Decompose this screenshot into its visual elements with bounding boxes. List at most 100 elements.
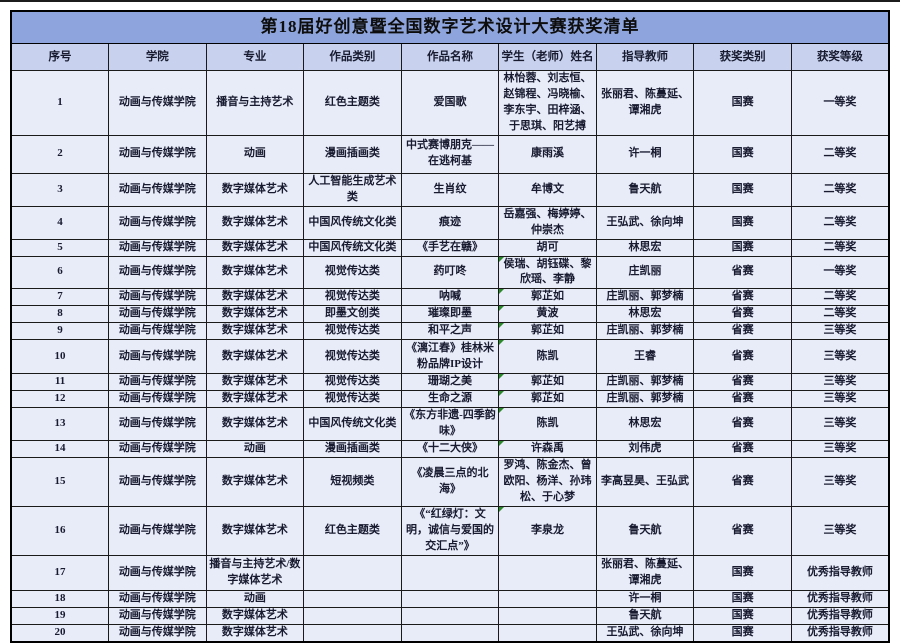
cell-college[interactable]: 动画与传媒学院 xyxy=(108,623,207,643)
cell-award-type[interactable]: 国赛 xyxy=(693,623,792,643)
cell-award-level[interactable]: 一等奖 xyxy=(790,70,890,136)
cell-work-category[interactable]: 人工智能生成艺术类 xyxy=(303,172,402,207)
cell-major[interactable]: 数字媒体艺术 xyxy=(205,606,305,625)
cell-no[interactable]: 16 xyxy=(10,506,110,556)
cell-award-level[interactable]: 三等奖 xyxy=(790,390,890,409)
cell-award-level[interactable]: 三等奖 xyxy=(790,440,890,459)
cell-college[interactable]: 动画与传媒学院 xyxy=(108,373,207,392)
cell-work-category[interactable]: 视觉传达类 xyxy=(303,288,402,307)
column-header-work-name[interactable]: 作品名称 xyxy=(400,43,500,71)
cell-major[interactable]: 数字媒体艺术 xyxy=(205,373,305,392)
cell-major[interactable]: 动画 xyxy=(205,134,305,174)
cell-students[interactable]: 李泉龙 xyxy=(498,506,597,556)
cell-advisors[interactable]: 庄凯丽 xyxy=(595,255,695,290)
cell-major[interactable]: 数字媒体艺术 xyxy=(205,238,305,257)
cell-major[interactable]: 数字媒体艺术 xyxy=(205,390,305,409)
cell-no[interactable]: 9 xyxy=(10,322,110,341)
column-header-work-category[interactable]: 作品类别 xyxy=(303,43,402,71)
cell-award-level[interactable]: 优秀指导教师 xyxy=(790,589,890,608)
cell-college[interactable]: 动画与传媒学院 xyxy=(108,440,207,459)
cell-advisors[interactable]: 庄凯丽、郭梦楠 xyxy=(595,373,695,392)
cell-award-level[interactable]: 二等奖 xyxy=(790,172,890,207)
cell-no[interactable]: 6 xyxy=(10,255,110,290)
cell-advisors[interactable]: 林思宏 xyxy=(595,407,695,442)
cell-major[interactable]: 数字媒体艺术 xyxy=(205,623,305,643)
cell-work-category[interactable] xyxy=(303,623,402,643)
cell-award-type[interactable]: 国赛 xyxy=(693,589,792,608)
cell-no[interactable]: 11 xyxy=(10,373,110,392)
cell-award-level[interactable]: 优秀指导教师 xyxy=(790,606,890,625)
cell-advisors[interactable]: 李高昱昊、王弘武 xyxy=(595,457,695,508)
cell-students[interactable]: 林怡蓉、刘志恒、赵锦程、冯晓榆、李东宇、田梓涵、于思琪、阳艺搏 xyxy=(498,70,597,136)
cell-work-name[interactable]: 《“红绿灯：文明，诚信与爱国的交汇点”》 xyxy=(400,506,500,556)
column-header-award-type[interactable]: 获奖类别 xyxy=(693,43,792,71)
cell-major[interactable]: 数字媒体艺术 xyxy=(205,255,305,290)
cell-students[interactable]: 许森禹 xyxy=(498,440,597,459)
cell-major[interactable]: 播音与主持艺术/数字媒体艺术 xyxy=(205,554,305,591)
cell-college[interactable]: 动画与传媒学院 xyxy=(108,255,207,290)
cell-award-level[interactable]: 二等奖 xyxy=(790,238,890,257)
cell-college[interactable]: 动画与传媒学院 xyxy=(108,457,207,508)
cell-college[interactable]: 动画与传媒学院 xyxy=(108,305,207,324)
cell-work-name[interactable] xyxy=(400,623,500,643)
cell-work-category[interactable]: 即墨文创类 xyxy=(303,305,402,324)
cell-work-name[interactable]: 《凌晨三点的北海》 xyxy=(400,457,500,508)
cell-no[interactable]: 1 xyxy=(10,70,110,136)
cell-work-name[interactable]: 爱国歌 xyxy=(400,70,500,136)
cell-college[interactable]: 动画与传媒学院 xyxy=(108,589,207,608)
column-header-college[interactable]: 学院 xyxy=(108,43,207,71)
cell-award-type[interactable]: 省赛 xyxy=(693,288,792,307)
column-header-no[interactable]: 序号 xyxy=(10,43,110,71)
cell-work-name[interactable]: 生肖纹 xyxy=(400,172,500,207)
cell-work-name[interactable]: 《东方非遗-四季韵味》 xyxy=(400,407,500,442)
cell-work-name[interactable]: 《手艺在赣》 xyxy=(400,238,500,257)
cell-work-name[interactable]: 璀璨即墨 xyxy=(400,305,500,324)
cell-no[interactable]: 17 xyxy=(10,554,110,591)
cell-no[interactable]: 4 xyxy=(10,205,110,240)
cell-students[interactable]: 罗鸿、陈金杰、曾欧阳、杨洋、孙玮松、于心梦 xyxy=(498,457,597,508)
cell-advisors[interactable]: 王弘武、徐向坤 xyxy=(595,623,695,643)
cell-advisors[interactable]: 王睿 xyxy=(595,339,695,375)
cell-work-name[interactable]: 中式赛博朋克——在逃柯基 xyxy=(400,134,500,174)
cell-work-name[interactable]: 药叮咚 xyxy=(400,255,500,290)
cell-no[interactable]: 20 xyxy=(10,623,110,643)
cell-work-category[interactable]: 中国风传统文化类 xyxy=(303,407,402,442)
cell-college[interactable]: 动画与传媒学院 xyxy=(108,172,207,207)
cell-no[interactable]: 19 xyxy=(10,606,110,625)
cell-students[interactable]: 郭芷如 xyxy=(498,322,597,341)
cell-work-name[interactable]: 《十二大侠》 xyxy=(400,440,500,459)
cell-major[interactable]: 数字媒体艺术 xyxy=(205,457,305,508)
cell-award-type[interactable]: 省赛 xyxy=(693,390,792,409)
cell-award-level[interactable]: 优秀指导教师 xyxy=(790,554,890,591)
cell-students[interactable] xyxy=(498,623,597,643)
cell-students[interactable]: 郭芷如 xyxy=(498,390,597,409)
cell-award-level[interactable]: 二等奖 xyxy=(790,288,890,307)
cell-advisors[interactable]: 林思宏 xyxy=(595,305,695,324)
cell-students[interactable] xyxy=(498,554,597,591)
cell-work-category[interactable]: 视觉传达类 xyxy=(303,390,402,409)
cell-award-level[interactable]: 三等奖 xyxy=(790,407,890,442)
cell-major[interactable]: 数字媒体艺术 xyxy=(205,339,305,375)
cell-work-category[interactable] xyxy=(303,554,402,591)
cell-work-category[interactable]: 视觉传达类 xyxy=(303,322,402,341)
cell-award-type[interactable]: 省赛 xyxy=(693,255,792,290)
cell-no[interactable]: 2 xyxy=(10,134,110,174)
cell-advisors[interactable]: 张丽君、陈蔓延、谭湘虎 xyxy=(595,70,695,136)
cell-award-type[interactable]: 省赛 xyxy=(693,506,792,556)
cell-major[interactable]: 数字媒体艺术 xyxy=(205,288,305,307)
cell-major[interactable]: 播音与主持艺术 xyxy=(205,70,305,136)
cell-no[interactable]: 15 xyxy=(10,457,110,508)
cell-award-type[interactable]: 省赛 xyxy=(693,457,792,508)
cell-award-type[interactable]: 国赛 xyxy=(693,134,792,174)
cell-major[interactable]: 动画 xyxy=(205,589,305,608)
cell-no[interactable]: 18 xyxy=(10,589,110,608)
cell-award-type[interactable]: 国赛 xyxy=(693,70,792,136)
cell-no[interactable]: 12 xyxy=(10,390,110,409)
cell-advisors[interactable]: 林思宏 xyxy=(595,238,695,257)
cell-major[interactable]: 动画 xyxy=(205,440,305,459)
cell-award-level[interactable]: 三等奖 xyxy=(790,373,890,392)
cell-work-category[interactable]: 红色主题类 xyxy=(303,70,402,136)
cell-award-type[interactable]: 省赛 xyxy=(693,407,792,442)
cell-college[interactable]: 动画与传媒学院 xyxy=(108,506,207,556)
cell-college[interactable]: 动画与传媒学院 xyxy=(108,390,207,409)
